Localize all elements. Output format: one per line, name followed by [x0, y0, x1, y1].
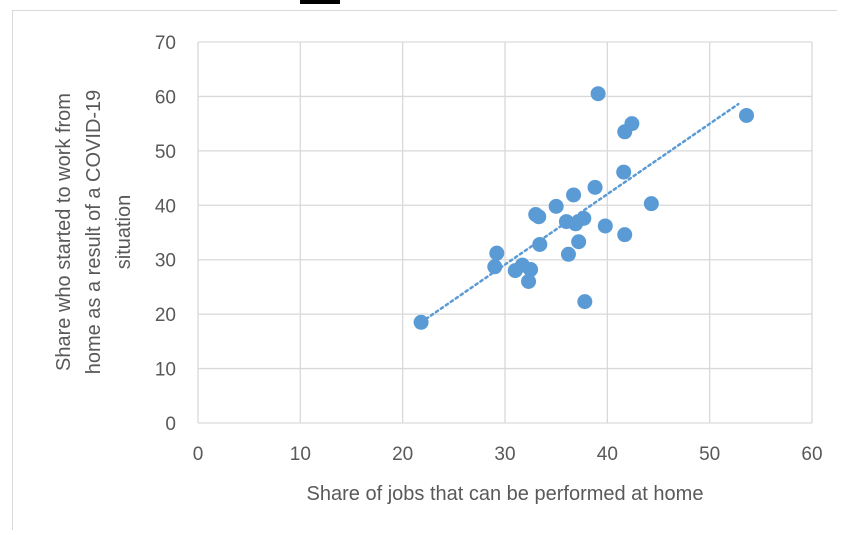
y-tick-label: 40 [155, 196, 176, 217]
x-tick-label: 60 [801, 444, 822, 465]
x-tick-label: 0 [193, 444, 204, 465]
data-point-1 [487, 259, 503, 275]
data-point-8 [531, 209, 547, 225]
data-point-13 [566, 187, 582, 203]
y-tick-labels: 0 10 20 30 40 50 60 70 [155, 33, 176, 435]
x-tick-label: 50 [699, 444, 720, 465]
x-tick-labels: 0 10 20 30 40 50 60 [193, 444, 823, 465]
x-tick-label: 10 [290, 444, 311, 465]
data-point-18 [587, 179, 603, 195]
title-fragment [300, 0, 340, 4]
data-point-16 [576, 210, 592, 226]
grid-lines [197, 41, 813, 424]
y-tick-label: 50 [155, 142, 176, 163]
y-tick-label: 0 [165, 414, 176, 435]
y-axis-label-line-2: home as a result of a COVID-19 [83, 90, 105, 375]
y-tick-label: 70 [155, 33, 176, 54]
data-point-10 [548, 198, 564, 214]
data-point-12 [560, 246, 576, 262]
y-axis-label-line-1: Share who started to work from [53, 93, 75, 371]
data-point-5 [521, 273, 537, 289]
data-point-2 [489, 245, 505, 261]
data-point-23 [617, 227, 633, 243]
data-point-26 [739, 107, 755, 123]
data-point-9 [532, 236, 548, 252]
data-point-19 [590, 86, 606, 102]
data-point-6 [523, 262, 539, 278]
data-points [413, 86, 755, 330]
data-point-17 [577, 294, 593, 310]
data-point-15 [571, 234, 587, 250]
data-point-25 [643, 196, 659, 212]
y-tick-label: 20 [155, 305, 176, 326]
x-tick-label: 20 [392, 444, 413, 465]
data-point-20 [597, 218, 613, 234]
y-tick-label: 60 [155, 87, 176, 108]
data-point-24 [624, 116, 640, 132]
x-axis-label: Share of jobs that can be performed at h… [307, 483, 704, 505]
data-point-21 [616, 164, 632, 180]
y-tick-label: 30 [155, 251, 176, 272]
x-tick-label: 40 [597, 444, 618, 465]
y-tick-label: 10 [155, 360, 176, 381]
data-point-0 [413, 314, 429, 330]
y-axis-label-line-3: situation [113, 195, 135, 270]
x-tick-label: 30 [494, 444, 515, 465]
chart-frame [12, 10, 837, 530]
